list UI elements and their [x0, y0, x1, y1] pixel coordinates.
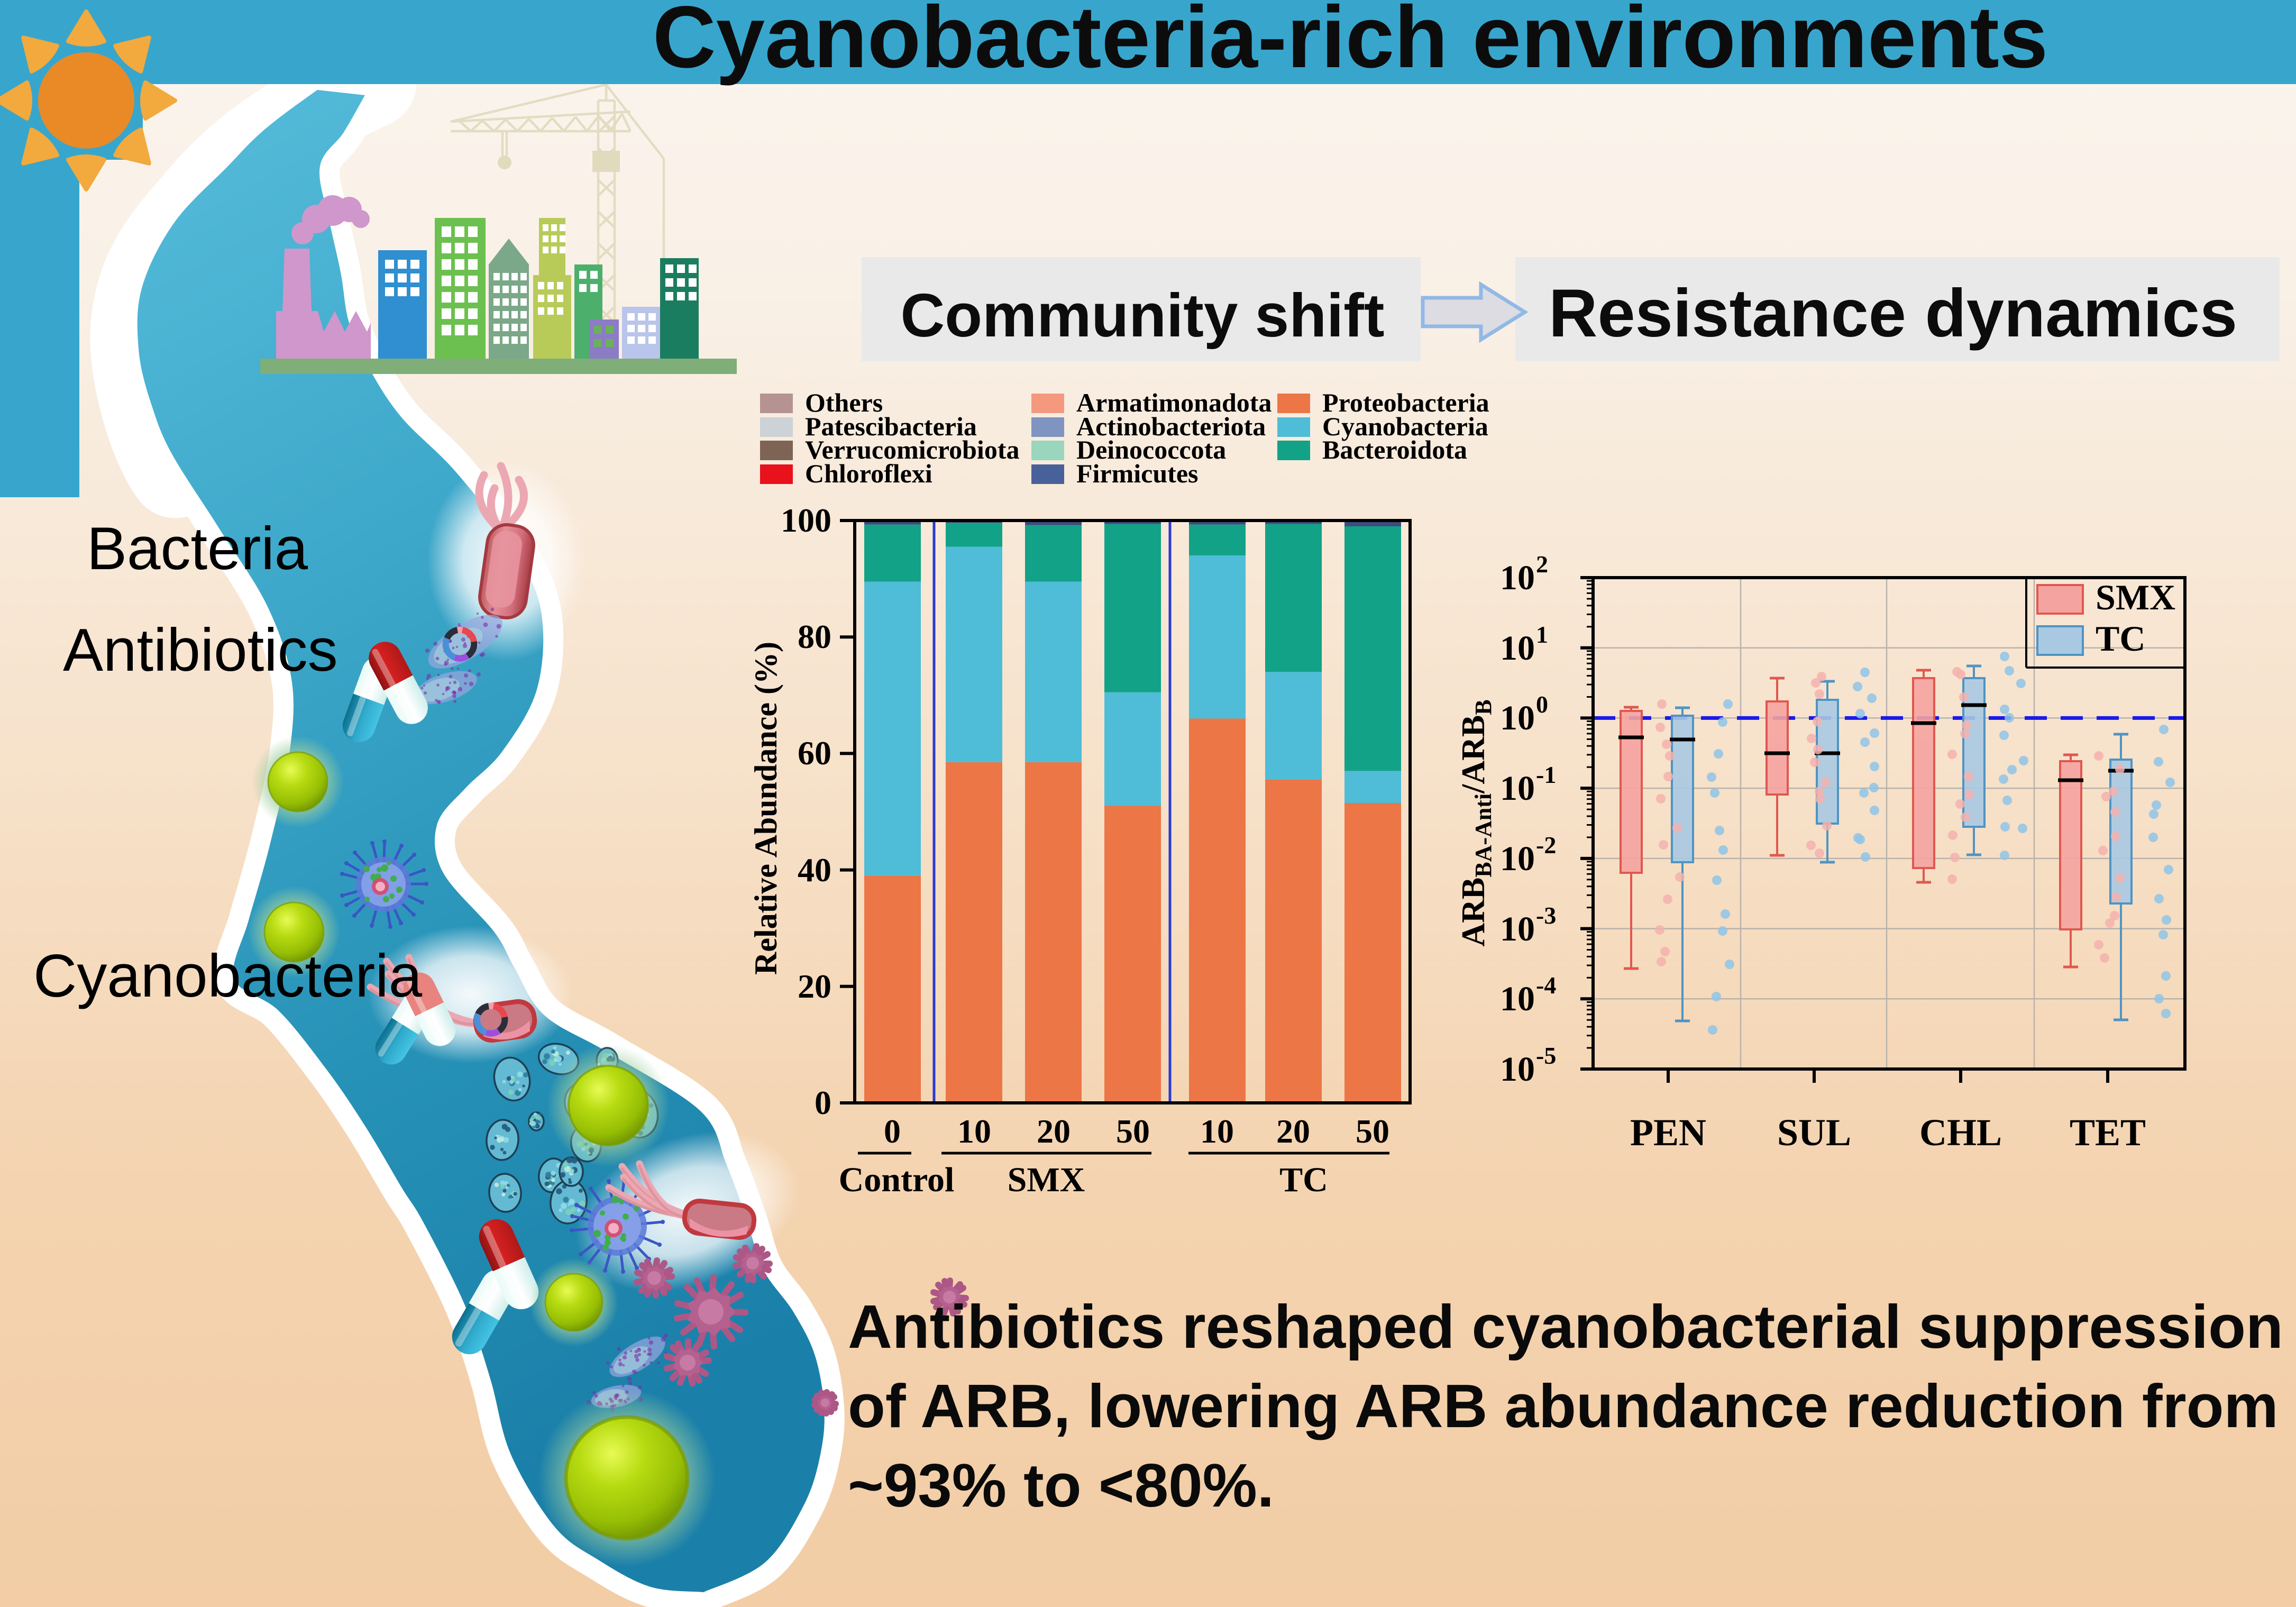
svg-text:~93% to <80%.: ~93% to <80%.	[848, 1451, 1274, 1520]
svg-text:2: 2	[1536, 551, 1548, 578]
svg-text:40: 40	[798, 851, 831, 889]
svg-text:-1: -1	[1536, 761, 1556, 788]
svg-text:10: 10	[1500, 910, 1535, 948]
svg-text:20: 20	[798, 967, 831, 1005]
svg-text:Patescibacteria: Patescibacteria	[805, 412, 977, 441]
svg-text:20: 20	[1276, 1112, 1310, 1150]
svg-text:Cyanobacteria: Cyanobacteria	[1322, 412, 1488, 441]
svg-text:Cyanobacteria: Cyanobacteria	[33, 943, 423, 1010]
svg-text:50: 50	[1356, 1112, 1389, 1150]
svg-text:Bacteroidota: Bacteroidota	[1322, 435, 1467, 464]
svg-text:-3: -3	[1536, 902, 1556, 929]
svg-text:10: 10	[1500, 1050, 1535, 1089]
svg-text:50: 50	[1116, 1112, 1150, 1150]
svg-text:of ARB, lowering ARB abundance: of ARB, lowering ARB abundance reduction…	[848, 1372, 2279, 1440]
svg-text:CHL: CHL	[1919, 1111, 2002, 1154]
svg-text:10: 10	[1200, 1112, 1234, 1150]
svg-text:Resistance dynamics: Resistance dynamics	[1549, 276, 2237, 351]
svg-text:TET: TET	[2070, 1111, 2146, 1154]
svg-text:80: 80	[798, 618, 831, 655]
svg-text:Firmicutes: Firmicutes	[1076, 459, 1198, 488]
svg-text:20: 20	[1037, 1112, 1071, 1150]
svg-text:Proteobacteria: Proteobacteria	[1322, 388, 1489, 417]
svg-text:60: 60	[798, 734, 831, 772]
svg-text:Armatimonadota: Armatimonadota	[1076, 388, 1272, 417]
svg-text:Antibiotics reshaped cyanobact: Antibiotics reshaped cyanobacterial supp…	[848, 1292, 2283, 1361]
svg-text:Deinococcota: Deinococcota	[1076, 435, 1226, 464]
svg-text:10: 10	[1500, 839, 1535, 878]
svg-text:10: 10	[1500, 559, 1535, 597]
svg-text:Antibiotics: Antibiotics	[63, 617, 338, 684]
svg-text:1: 1	[1536, 621, 1548, 648]
svg-text:Community shift: Community shift	[900, 281, 1384, 350]
svg-text:Chloroflexi: Chloroflexi	[805, 459, 932, 488]
svg-text:-4: -4	[1536, 972, 1556, 999]
svg-text:SMX: SMX	[1008, 1161, 1085, 1199]
svg-text:TC: TC	[2096, 618, 2145, 659]
svg-text:-5: -5	[1536, 1042, 1556, 1069]
svg-text:10: 10	[1500, 980, 1535, 1018]
svg-text:TC: TC	[1279, 1161, 1328, 1199]
svg-text:10: 10	[1500, 699, 1535, 737]
svg-text:0: 0	[815, 1084, 831, 1121]
svg-text:ARBBA-Anti/ARBB: ARBBA-Anti/ARBB	[1456, 699, 1496, 946]
svg-text:Verrucomicrobiota: Verrucomicrobiota	[805, 435, 1019, 464]
svg-text:0: 0	[1536, 691, 1548, 718]
svg-text:100: 100	[781, 501, 831, 539]
svg-text:Actinobacteriota: Actinobacteriota	[1076, 412, 1266, 441]
svg-text:Bacteria: Bacteria	[87, 515, 308, 582]
svg-text:Cyanobacteria-rich environment: Cyanobacteria-rich environments	[653, 0, 2048, 86]
svg-text:SUL: SUL	[1777, 1111, 1851, 1154]
svg-text:PEN: PEN	[1630, 1111, 1706, 1154]
svg-text:-2: -2	[1536, 832, 1556, 859]
svg-text:SMX: SMX	[2096, 577, 2175, 617]
svg-text:10: 10	[957, 1112, 991, 1150]
svg-text:Others: Others	[805, 388, 883, 417]
svg-text:10: 10	[1500, 769, 1535, 808]
svg-text:0: 0	[884, 1112, 901, 1150]
svg-text:10: 10	[1500, 629, 1535, 668]
svg-text:Relative Abundance (%): Relative Abundance (%)	[748, 642, 783, 975]
svg-text:Control: Control	[839, 1161, 955, 1199]
